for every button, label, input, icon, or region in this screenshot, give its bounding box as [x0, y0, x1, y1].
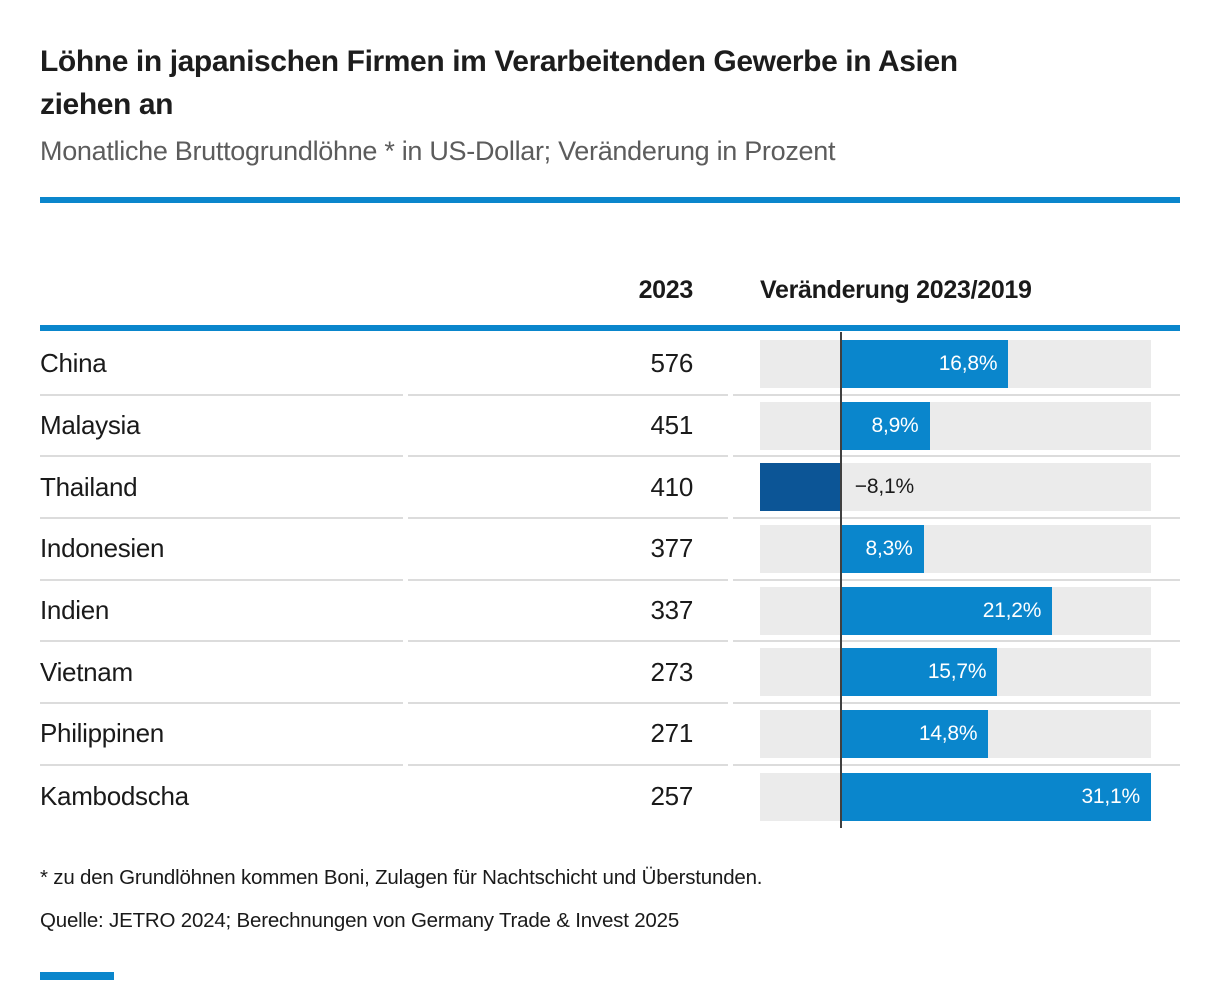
bar-track: 15,7% — [760, 648, 1151, 697]
change-bar — [760, 463, 841, 512]
bar-value-label: 15,7% — [927, 660, 987, 684]
change-bar — [840, 524, 924, 573]
table-header-row: 2023 Veränderung 2023/2019 — [40, 276, 1180, 305]
bar-cell: 8,9% — [733, 396, 1180, 458]
country-label: Indien — [40, 581, 403, 643]
change-bar — [840, 709, 989, 758]
chart-subtitle: Monatliche Bruttogrundlöhne * in US-Doll… — [40, 136, 836, 166]
bar-value-label: 16,8% — [938, 351, 998, 375]
change-bar — [840, 586, 1053, 635]
wage-value: 337 — [408, 581, 728, 643]
bar-track: 8,3% — [760, 524, 1151, 573]
bar-track: 21,2% — [760, 586, 1151, 635]
table-row: Malaysia 451 8,9% — [40, 396, 1180, 458]
wage-table: China 576 16,8% Malaysia 451 8,9% Thaila… — [40, 334, 1180, 828]
bar-value-label: 21,2% — [982, 598, 1042, 622]
country-label: Indonesien — [40, 519, 403, 581]
country-label: Kambodscha — [40, 781, 189, 812]
table-row: Thailand 410 −8,1% — [40, 457, 1180, 520]
bar-cell: 16,8% — [733, 334, 1180, 396]
wage-value: 410 — [408, 457, 728, 520]
change-bar — [840, 339, 1009, 388]
wage-value: 377 — [408, 519, 728, 581]
bar-track: 14,8% — [760, 709, 1151, 758]
change-bar — [840, 772, 1151, 821]
wage-value: 451 — [408, 396, 728, 458]
wage-value: 271 — [408, 704, 728, 766]
page-title-line1: Löhne in japanischen Firmen im Verarbeit… — [40, 45, 958, 78]
bar-track: 8,9% — [760, 401, 1151, 450]
wage-value: 257 — [650, 781, 694, 812]
bar-value-label: 14,8% — [918, 721, 978, 745]
column-header-year: 2023 — [638, 276, 694, 304]
country-label: Philippinen — [40, 704, 403, 766]
bar-value-label: 31,1% — [1081, 784, 1140, 808]
bar-cell: 21,2% — [733, 581, 1180, 643]
bar-track: −8,1% — [760, 463, 1151, 512]
bar-value-label: 8,3% — [865, 536, 913, 560]
change-bar — [840, 648, 998, 697]
table-row: Indonesien 377 8,3% — [40, 519, 1180, 581]
bar-cell: 31,1% — [733, 766, 1180, 828]
bar-value-label: 8,9% — [871, 413, 919, 437]
bar-cell: 8,3% — [733, 519, 1180, 581]
country-label: China — [40, 334, 403, 396]
table-row: Philippinen 271 14,8% — [40, 704, 1180, 766]
page-title: Löhne in japanischen Firmen im Verarbeit… — [40, 40, 1180, 126]
bar-value-label: −8,1% — [854, 475, 914, 499]
wage-value: 576 — [408, 334, 728, 396]
bar-cell: 15,7% — [733, 642, 1180, 705]
column-header-change: Veränderung 2023/2019 — [760, 276, 1032, 304]
country-label: Malaysia — [40, 396, 403, 458]
table-row: Kambodscha 257 31,1% — [40, 766, 1180, 828]
wage-value: 273 — [408, 642, 728, 705]
table-row: Indien 337 21,2% — [40, 581, 1180, 643]
bar-track: 16,8% — [760, 339, 1151, 388]
header-divider-rule — [40, 197, 1180, 203]
source-line: Quelle: JETRO 2024; Berechnungen von Ger… — [40, 909, 680, 932]
page-title-line2: ziehen an — [40, 88, 174, 121]
brand-bar — [40, 972, 114, 980]
zero-baseline — [840, 332, 842, 828]
country-label: Vietnam — [40, 642, 403, 705]
column-header-country — [40, 276, 403, 305]
table-row: China 576 16,8% — [40, 334, 1180, 396]
bar-cell: −8,1% — [733, 457, 1180, 520]
bar-cell: 14,8% — [733, 704, 1180, 766]
footnote-text: * zu den Grundlöhnen kommen Boni, Zulage… — [40, 866, 763, 889]
country-label: Thailand — [40, 457, 403, 520]
table-row: Vietnam 273 15,7% — [40, 642, 1180, 705]
bar-track: 31,1% — [760, 772, 1151, 821]
change-bar — [840, 401, 930, 450]
table-header-rule — [40, 325, 1180, 331]
